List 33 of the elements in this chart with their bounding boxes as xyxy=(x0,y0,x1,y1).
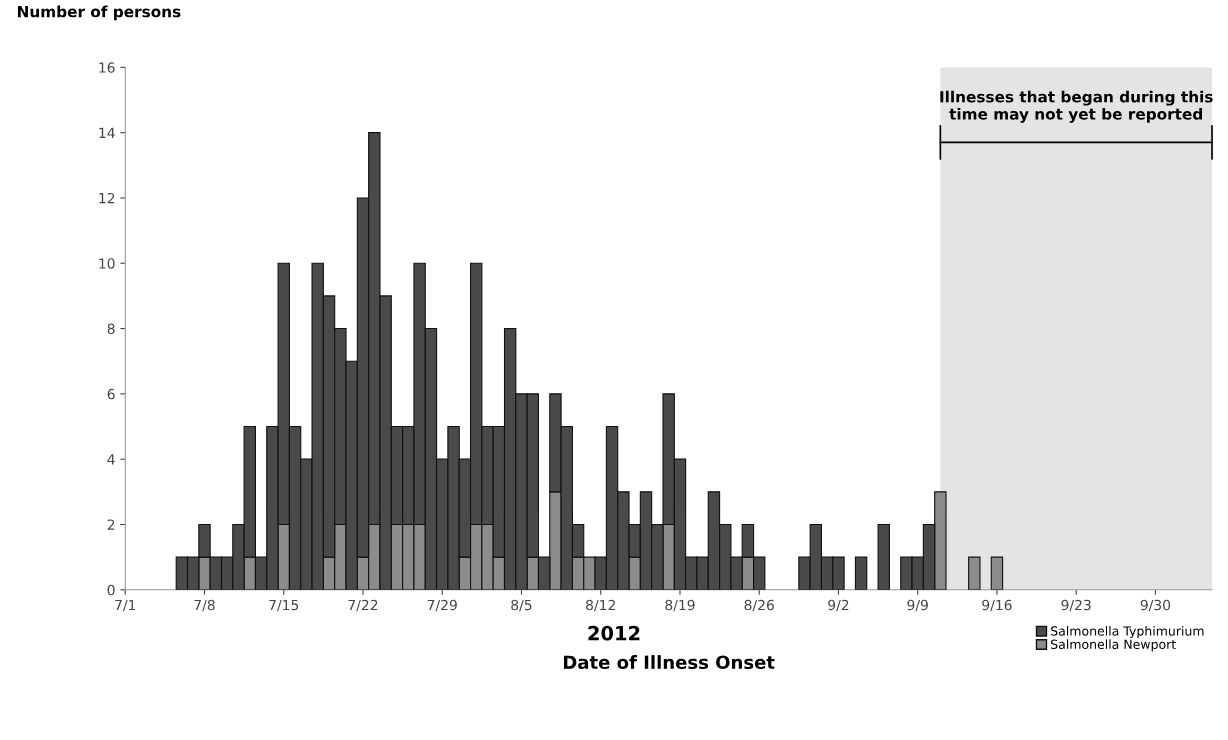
y-tick-label: 6 xyxy=(107,388,115,400)
x-tick-label: 7/15 xyxy=(269,599,299,612)
x-tick-label: 9/16 xyxy=(982,599,1012,612)
y-tick-label: 16 xyxy=(99,62,115,73)
x-tick-label: 8/19 xyxy=(665,599,695,612)
x-tick-label: 7/1 xyxy=(115,599,136,612)
text: 2012 xyxy=(588,625,640,641)
x-tick-label: 9/2 xyxy=(828,599,849,612)
band-label: Illnesses that began during this time may not yet be reported xyxy=(940,90,1213,123)
y-tick-label: 4 xyxy=(107,454,115,465)
x-tick-label: 9/30 xyxy=(1140,599,1171,612)
x-tick-label: 7/29 xyxy=(427,599,457,612)
x-tick-label: 7/22 xyxy=(348,599,378,612)
bar xyxy=(854,556,868,590)
x-tick-label: 9/23 xyxy=(1061,599,1091,612)
bar xyxy=(968,556,981,590)
x-tick-label: 8/5 xyxy=(511,599,532,612)
legend-label: Salmonella Newport xyxy=(1051,639,1176,652)
y-axis-title: Number of persons xyxy=(17,5,181,21)
x-tick-label: 7/8 xyxy=(194,599,215,612)
y-tick-label: 0 xyxy=(107,584,115,596)
x-tick-label: 9/9 xyxy=(907,599,928,612)
y-tick-label: 10 xyxy=(99,258,115,269)
y-tick-label: 8 xyxy=(107,323,115,335)
x-tick-label: 8/26 xyxy=(744,599,774,612)
x-axis-title: Date of Illness Onset xyxy=(563,655,775,670)
x-tick-label: 8/12 xyxy=(586,599,615,612)
legend-label: Salmonella Typhimurium xyxy=(1051,626,1204,639)
y-tick-label: 2 xyxy=(107,519,115,530)
bar xyxy=(877,523,890,590)
y-tick-label: 14 xyxy=(99,127,115,138)
bar xyxy=(990,556,1004,590)
y-tick-label: 12 xyxy=(99,192,115,204)
